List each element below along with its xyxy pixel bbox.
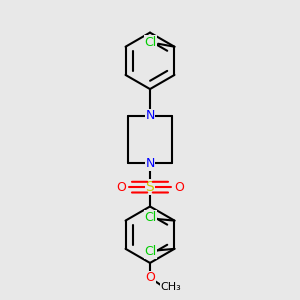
Text: O: O <box>116 181 126 194</box>
Text: N: N <box>145 157 155 170</box>
Text: Cl: Cl <box>145 211 157 224</box>
Text: N: N <box>145 109 155 122</box>
Text: S: S <box>146 180 154 194</box>
Text: O: O <box>174 181 184 194</box>
Text: O: O <box>145 271 155 284</box>
Text: Cl: Cl <box>145 245 157 258</box>
Text: CH₃: CH₃ <box>160 282 181 292</box>
Text: Cl: Cl <box>145 36 157 49</box>
